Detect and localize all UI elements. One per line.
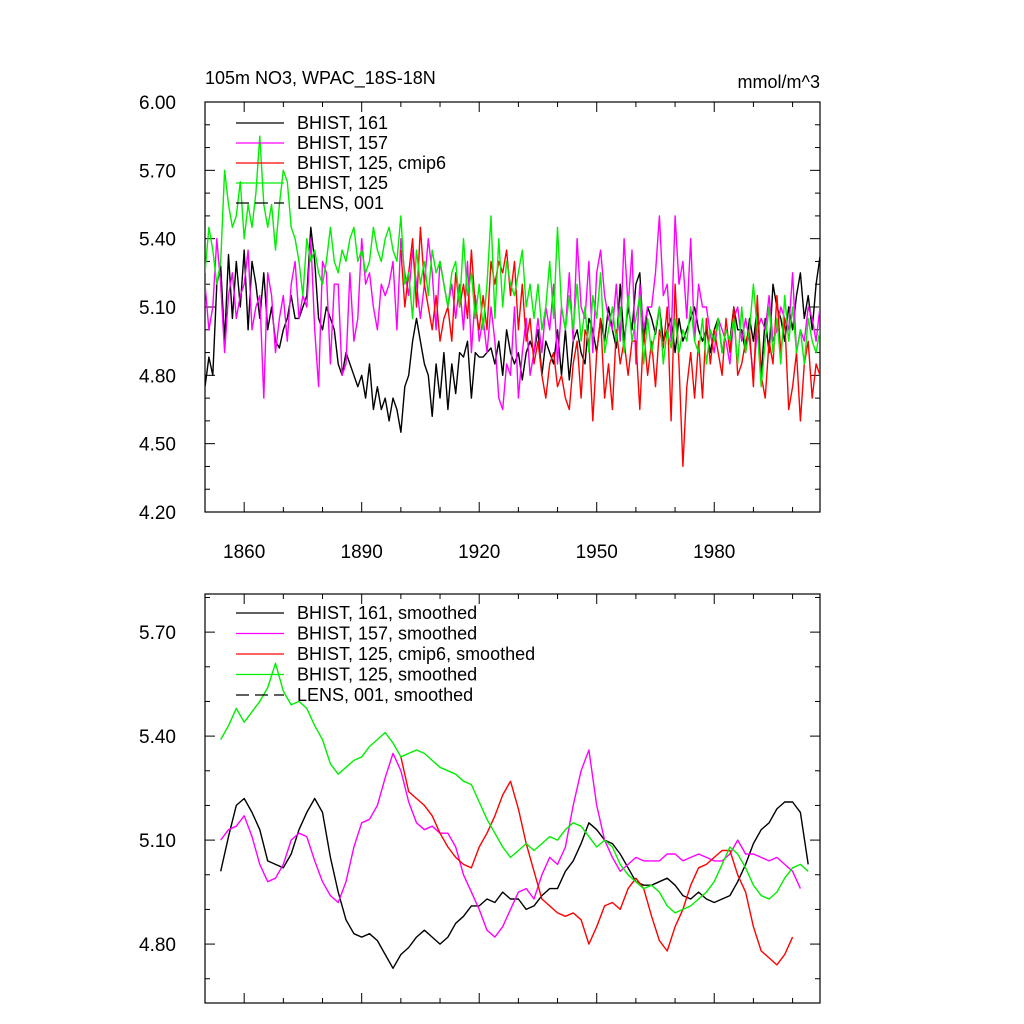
legend-label: BHIST, 125, smoothed <box>297 665 477 685</box>
legend-label: BHIST, 157, smoothed <box>297 624 477 644</box>
y-tick-label: 4.80 <box>139 366 176 387</box>
legend-label: BHIST, 125 <box>297 173 388 193</box>
legend-label: BHIST, 161, smoothed <box>297 603 477 623</box>
y-tick-label: 5.40 <box>139 230 176 251</box>
series-line-top-1 <box>205 215 820 411</box>
series-line-bottom-3 <box>220 662 809 914</box>
y-tick-label: 5.10 <box>139 831 176 852</box>
y-tick-label: 4.80 <box>139 935 176 956</box>
series-line-bottom-0 <box>220 797 809 969</box>
x-tick-label: 1980 <box>693 542 735 563</box>
legend-label: BHIST, 161 <box>297 113 388 133</box>
y-tick-label: 4.20 <box>139 503 176 524</box>
units-label: mmol/m^3 <box>738 72 820 92</box>
plot-frame <box>204 593 821 1004</box>
y-tick-label: 5.10 <box>139 298 176 319</box>
legend-label: LENS, 001 <box>297 193 384 213</box>
y-tick-label: 6.00 <box>139 93 176 114</box>
legend-label: LENS, 001, smoothed <box>297 685 473 705</box>
series-line-top-2 <box>400 226 820 468</box>
legend-label: BHIST, 125, cmip6 <box>297 153 446 173</box>
x-tick-label: 1950 <box>576 542 618 563</box>
x-tick-label: 1920 <box>458 542 500 563</box>
y-tick-label: 5.40 <box>139 727 176 748</box>
series-line-bottom-2 <box>400 756 794 966</box>
y-tick-label: 4.50 <box>139 435 176 456</box>
top-panel: 1860 1890 1920 1950 1980 4.20 4.50 4.80 5.10 5.40… <box>139 93 821 563</box>
x-tick-label: 1860 <box>223 542 265 563</box>
legend-label: BHIST, 125, cmip6, smoothed <box>297 644 535 664</box>
series-line-bottom-1 <box>220 749 802 938</box>
chart-title: 105m NO3, WPAC_18S-18N <box>205 68 436 89</box>
x-tick-label: 1890 <box>341 542 383 563</box>
series-line-top-3 <box>205 135 820 388</box>
y-tick-label: 5.70 <box>139 623 176 644</box>
y-tick-label: 5.70 <box>139 161 176 182</box>
legend-label: BHIST, 157 <box>297 133 388 153</box>
